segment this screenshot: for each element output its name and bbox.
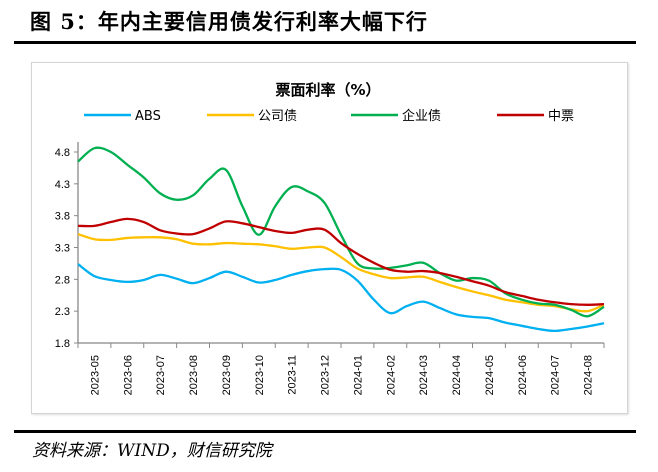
legend-item: 中票 xyxy=(497,109,574,124)
x-tick-label: 2024-04 xyxy=(451,355,463,395)
x-tick-label: 2023-11 xyxy=(287,355,299,395)
y-tick-label: 2.3 xyxy=(55,306,70,318)
bottom-rule xyxy=(14,430,636,433)
series-line-1 xyxy=(77,233,605,313)
legend-label: 中票 xyxy=(548,109,574,124)
x-tick-label: 2023-05 xyxy=(89,355,101,395)
x-tick-label: 2023-06 xyxy=(122,355,134,395)
x-tick-label: 2023-10 xyxy=(254,355,266,395)
chart-frame xyxy=(31,62,628,414)
legend-label: 企业债 xyxy=(402,108,441,124)
series-line-2 xyxy=(77,146,605,318)
x-tick-label: 2024-03 xyxy=(418,355,430,395)
x-tick-label: 2023-09 xyxy=(221,355,233,395)
source-note: 资料来源：WIND，财信研究院 xyxy=(32,441,272,461)
x-tick-label: 2024-01 xyxy=(352,355,364,395)
x-tick-label: 2024-02 xyxy=(385,355,397,395)
legend-item: ABS xyxy=(84,109,161,124)
y-tick-label: 2.8 xyxy=(55,274,70,286)
x-tick-label: 2024-08 xyxy=(583,355,595,395)
legend-item: 企业债 xyxy=(351,108,441,124)
x-tick-label: 2024-07 xyxy=(550,355,562,395)
legend-label: ABS xyxy=(135,109,161,124)
y-tick-label: 3.3 xyxy=(55,243,70,255)
legend-item: 公司债 xyxy=(207,109,297,124)
series-lines xyxy=(77,146,605,333)
axes: 1.8 2.3 2.8 3.3 3.8 4.3 4.8 2023-05 2023-06 2023-… xyxy=(55,142,605,395)
figure-title: 图 5：年内主要信用债发行利率大幅下行 xyxy=(30,9,428,34)
x-tick-label: 2023-08 xyxy=(188,355,200,395)
top-rule xyxy=(14,41,636,44)
legend: ABS 公司债 企业债 中票 xyxy=(84,108,574,124)
x-tick-label: 2023-07 xyxy=(155,355,167,395)
legend-label: 公司债 xyxy=(258,109,297,124)
y-tick-label: 4.3 xyxy=(55,179,70,191)
x-tick-label: 2024-06 xyxy=(517,355,529,395)
x-tick-label: 2023-12 xyxy=(320,355,332,395)
series-line-3 xyxy=(77,217,605,306)
x-tick-label: 2024-05 xyxy=(484,355,496,395)
y-tick-label: 1.8 xyxy=(55,338,70,350)
y-tick-label: 4.8 xyxy=(55,147,70,159)
chart-title: 票面利率（%） xyxy=(275,81,380,99)
series-line-0 xyxy=(77,263,605,333)
y-tick-label: 3.8 xyxy=(55,211,70,223)
